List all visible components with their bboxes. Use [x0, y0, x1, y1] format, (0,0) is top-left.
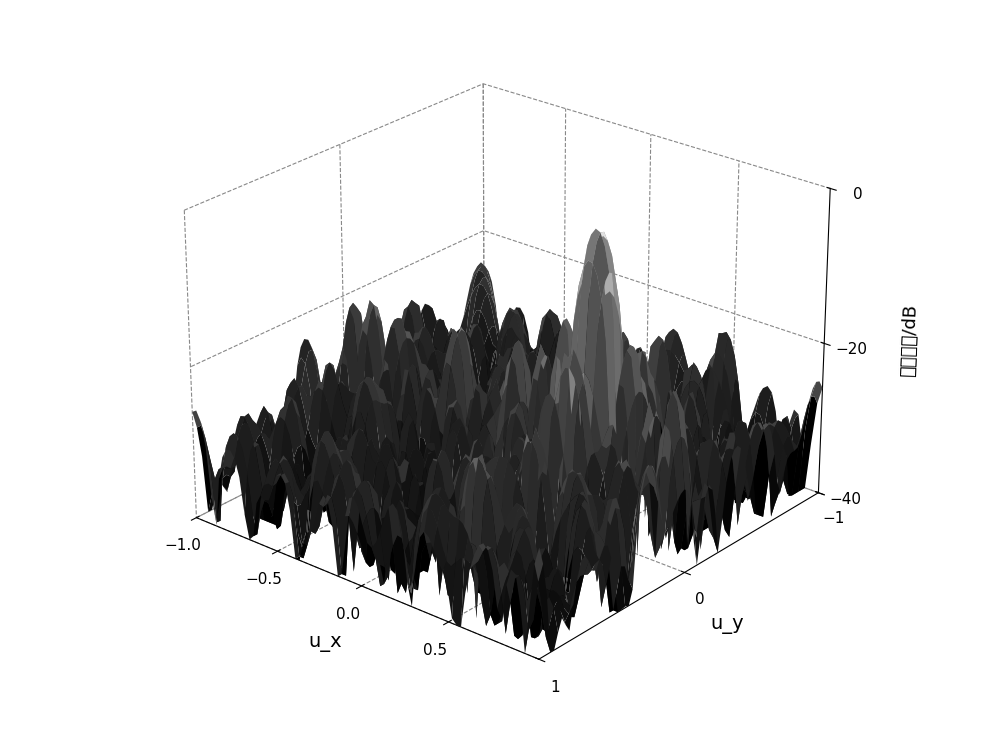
- X-axis label: u_x: u_x: [309, 633, 342, 652]
- Y-axis label: u_y: u_y: [710, 615, 744, 634]
